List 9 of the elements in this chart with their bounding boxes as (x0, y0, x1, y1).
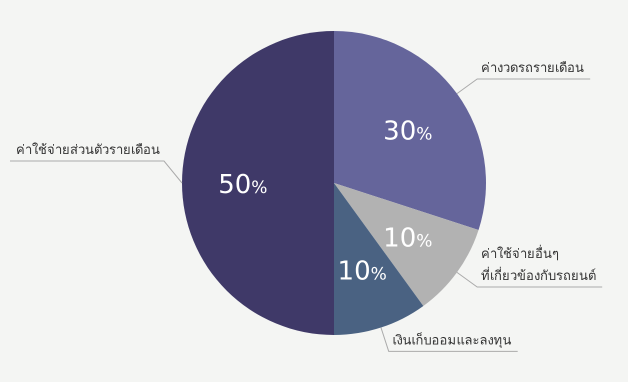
slice-label: ค่าใช้จ่ายส่วนตัวรายเดือน (16, 142, 160, 158)
slice-label: ค่าใช้จ่ายอื่นๆ ที่เกี่ยวข้องกับรถยนต์ (481, 245, 596, 284)
slice-label: เงินเก็บออมและลงทุน (392, 330, 512, 348)
data-label: 50% (218, 170, 268, 200)
slice-label: ค่างวดรถรายเดือน (481, 60, 584, 76)
data-label: 10% (383, 224, 432, 254)
data-label: 30% (383, 116, 432, 146)
data-label: 10% (338, 256, 387, 287)
pie-slice (182, 31, 334, 335)
